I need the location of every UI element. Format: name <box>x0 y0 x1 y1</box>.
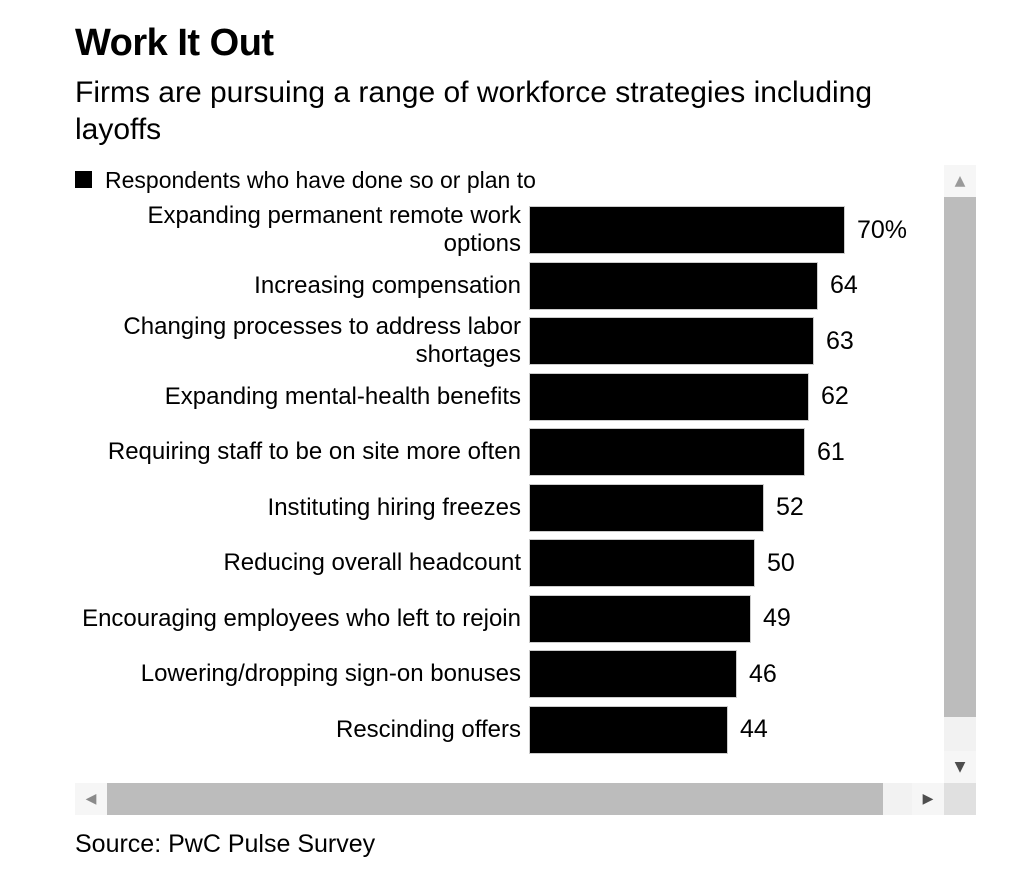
page-title: Work It Out <box>75 22 274 64</box>
bar-row: Reducing overall headcount 50 <box>75 540 944 586</box>
bar-label: Requiring staff to be on site more often <box>107 438 521 465</box>
bar-row: Encouraging employees who left to rejoin… <box>75 595 944 642</box>
chart-viewport: Respondents who have done so or plan to … <box>75 165 944 783</box>
bar <box>530 540 754 586</box>
vertical-scrollbar-thumb[interactable] <box>944 197 976 717</box>
scroll-down-icon: ▼ <box>954 759 966 775</box>
bar-value-label: 62 <box>821 382 849 410</box>
scroll-left-icon: ◀ <box>85 791 97 807</box>
scroll-right-icon: ▶ <box>922 791 934 807</box>
horizontal-scrollbar-thumb[interactable] <box>107 783 883 815</box>
bar-label: Rescinding offers <box>336 715 521 743</box>
bar-label: Expanding permanent remote work options <box>147 202 521 257</box>
bar <box>530 318 813 364</box>
scroll-down-button[interactable]: ▼ <box>944 751 976 783</box>
scroll-right-button[interactable]: ▶ <box>912 783 944 815</box>
bar-value-label: 49 <box>763 604 791 632</box>
source-note: Source: PwC Pulse Survey <box>75 830 376 858</box>
bar-label: Instituting hiring freezes <box>267 493 521 521</box>
bar <box>530 429 804 475</box>
bar-row: Expanding permanent remote work options … <box>75 202 944 257</box>
scroll-up-button[interactable]: ▲ <box>944 165 976 197</box>
bar-value-label: 52 <box>776 493 804 521</box>
bar-row: Lowering/dropping sign-on bonuses 46 <box>75 651 944 697</box>
bar-value-label: 63 <box>826 326 854 355</box>
scroll-up-icon: ▲ <box>954 173 966 189</box>
bar-label: Encouraging employees who left to rejoin <box>82 604 521 632</box>
legend-label: Respondents who have done so or plan to <box>105 167 536 193</box>
bar <box>530 706 727 753</box>
bar-label: Changing processes to address labor shor… <box>123 313 521 368</box>
legend: Respondents who have done so or plan to <box>75 167 944 193</box>
bar <box>530 595 750 642</box>
bar-row: Rescinding offers 44 <box>75 706 944 753</box>
bar-row: Changing processes to address labor shor… <box>75 313 944 368</box>
scroll-left-button[interactable]: ◀ <box>75 783 107 815</box>
bars-rows: Expanding permanent remote work options … <box>75 202 944 753</box>
bar-row: Requiring staff to be on site more often… <box>75 429 944 475</box>
bar-row: Expanding mental-health benefits 62 <box>75 373 944 420</box>
chart-scroll-area: Respondents who have done so or plan to … <box>75 165 976 815</box>
horizontal-scrollbar[interactable]: ◀ ▶ <box>75 783 944 815</box>
bar <box>530 651 736 697</box>
bar <box>530 262 817 309</box>
bar-value-label: 44 <box>740 715 768 743</box>
bar-label: Expanding mental-health benefits <box>164 382 521 410</box>
bar-label: Lowering/dropping sign-on bonuses <box>140 660 521 687</box>
bar-row: Increasing compensation 64 <box>75 262 944 309</box>
bar-label: Reducing overall headcount <box>223 549 521 576</box>
scrollbar-corner <box>944 783 976 815</box>
bar-label: Increasing compensation <box>254 271 521 299</box>
bar <box>530 484 763 531</box>
bar <box>530 207 844 253</box>
bar-value-label: 50 <box>767 548 795 577</box>
bar-row: Instituting hiring freezes 52 <box>75 484 944 531</box>
vertical-scrollbar[interactable]: ▲ ▼ <box>944 165 976 783</box>
legend-swatch-icon <box>75 171 92 188</box>
bar-value-label: 64 <box>830 271 858 299</box>
bar-value-label: 46 <box>749 659 777 688</box>
bar-value-label: 70% <box>857 215 908 244</box>
chart-subtitle: Firms are pursuing a range of workforce … <box>75 76 873 146</box>
bar-value-label: 61 <box>817 437 845 466</box>
bar <box>530 373 808 420</box>
